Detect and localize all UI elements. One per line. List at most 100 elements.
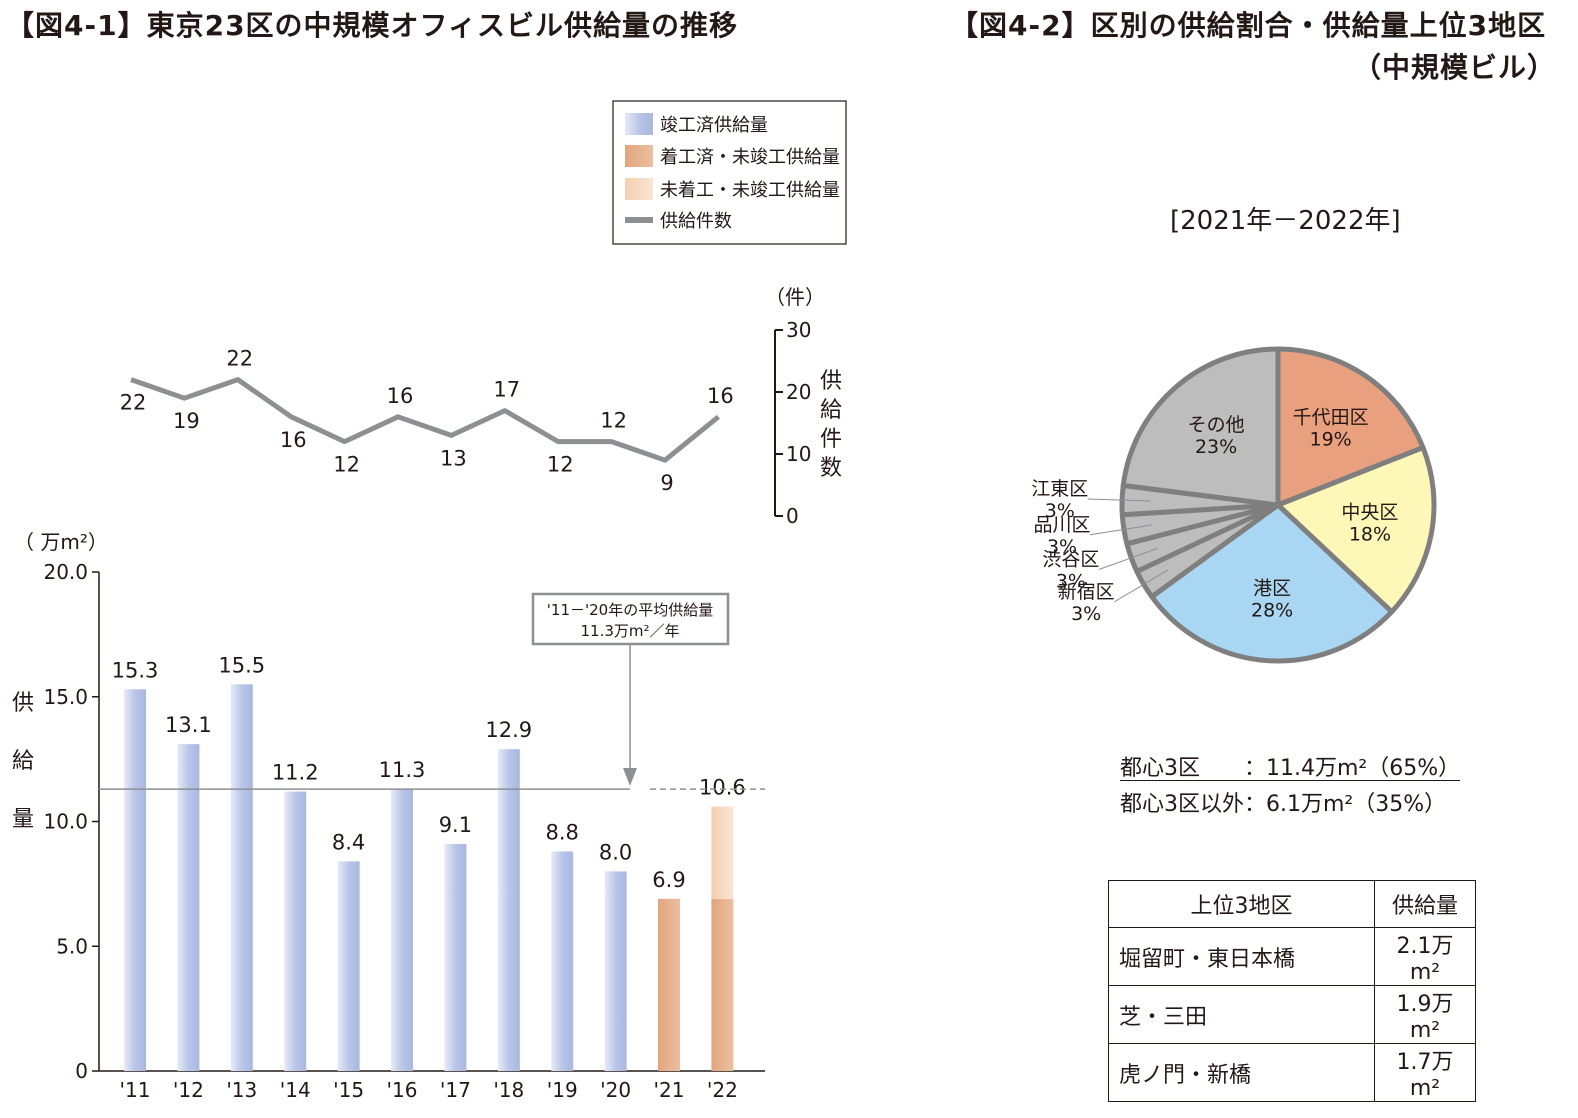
pie-slice-pct: 19% — [1309, 429, 1351, 451]
bar-value-label: 8.4 — [332, 830, 365, 854]
bar-completed — [337, 861, 360, 1071]
bar-axis-title-char: 量 — [12, 807, 34, 832]
bar-value-label: 12.9 — [485, 718, 532, 742]
x-tick-label: '18 — [493, 1078, 524, 1102]
pie-slice — [1134, 502, 1281, 600]
bar-under-construction — [711, 898, 734, 1071]
count-value-label: 16 — [707, 384, 734, 408]
bar-value-label: 6.9 — [652, 868, 685, 892]
pie-slice-pct: 28% — [1251, 599, 1293, 621]
pie-slice-label: 千代田区 — [1293, 407, 1369, 429]
x-tick-label: '14 — [280, 1078, 311, 1102]
x-tick-label: '15 — [333, 1078, 364, 1102]
count-value-label: 16 — [280, 428, 307, 452]
pie-slice-label: 新宿区 — [1058, 581, 1115, 603]
count-axis: （件） 0 10 20 30 供給件数 — [765, 285, 842, 528]
count-value-label: 13 — [440, 446, 467, 470]
top3-area: 芝・三田 — [1108, 985, 1375, 1044]
table-row: 堀留町・東日本橋 2.1万m² — [1108, 927, 1476, 986]
count-y-tick-label: 0 — [786, 504, 799, 528]
pie-slice-pct: 23% — [1195, 436, 1237, 458]
bar-not-started — [711, 806, 734, 899]
legend-under-construction-label: 着工済・未竣工供給量 — [660, 147, 840, 168]
bar-axis-title-char: 給 — [12, 749, 34, 774]
top3-area: 虎ノ門・新橋 — [1108, 1043, 1375, 1102]
supply-chart: 竣工済供給量 着工済・未竣工供給量 未着工・未竣工供給量 供給件数 （件） 01… — [12, 100, 847, 1102]
bar-y-tick-label: 0 — [75, 1059, 88, 1083]
count-value-label: 22 — [120, 391, 147, 415]
pie-slice-pct: 3% — [1047, 536, 1077, 558]
count-y-tick-label: 20 — [786, 380, 811, 404]
bar-completed — [124, 689, 146, 1071]
pie-slice — [1119, 502, 1281, 547]
bar-completed — [177, 744, 200, 1071]
pie-slice-pct: 18% — [1349, 524, 1391, 546]
bar-completed — [604, 871, 627, 1071]
x-tick-label: '21 — [654, 1078, 685, 1102]
pie-slice — [1120, 346, 1281, 508]
count-value-label: 12 — [600, 409, 627, 433]
pie-slice-pct: 3% — [1056, 570, 1086, 592]
pie-slice-label: その他 — [1188, 414, 1245, 436]
count-value-label: 16 — [387, 384, 414, 408]
bar-completed — [444, 843, 467, 1071]
legend-count-label: 供給件数 — [660, 211, 732, 232]
count-axis-unit: （件） — [765, 285, 825, 309]
top3-value: 1.7万m² — [1374, 1043, 1476, 1102]
bar-completed — [391, 789, 413, 1071]
bar-value-label: 15.3 — [112, 658, 159, 682]
top3-value: 2.1万m² — [1374, 927, 1476, 986]
bar-value-label: 15.5 — [218, 653, 265, 677]
legend-swatch-completed — [625, 113, 653, 135]
x-tick-label: '16 — [387, 1078, 418, 1102]
count-axis-title-char: 件 — [820, 427, 842, 452]
count-value-label: 12 — [333, 453, 360, 477]
bar-completed — [284, 791, 307, 1071]
count-line — [130, 377, 720, 463]
bar-y-tick-label: 15.0 — [43, 685, 88, 709]
x-tick-label: '17 — [440, 1078, 471, 1102]
pie-slice-pct: 3% — [1071, 603, 1101, 625]
x-tick-label: '12 — [173, 1078, 204, 1102]
x-tick-label: '19 — [547, 1078, 578, 1102]
figure2-title: 【図4-2】区別の供給割合・供給量上位3地区 — [950, 9, 1547, 42]
x-tick-label: '20 — [600, 1078, 631, 1102]
pie-leader-line — [1113, 569, 1169, 603]
pie-slice-label: 江東区 — [1031, 478, 1088, 500]
pie — [1119, 346, 1437, 664]
count-value-label: 22 — [226, 347, 253, 371]
bar-axis: （ 万m²） 0 5.0 10.0 15.0 20.0 供給量 — [12, 530, 765, 1083]
pie-leader-line — [1087, 498, 1151, 502]
bar-value-label: 11.2 — [272, 761, 319, 785]
pie-slice-label: 港区 — [1253, 577, 1291, 599]
count-axis-title: 供給件数 — [820, 369, 842, 481]
bar-value-label: 10.6 — [699, 776, 746, 800]
pie-slice — [1119, 482, 1281, 518]
figure1-title: 【図4-1】東京23区の中規模オフィスビル供給量の推移 — [6, 9, 738, 42]
x-tick-label: '22 — [707, 1078, 738, 1102]
top3-table: 上位3地区 供給量 堀留町・東日本橋 2.1万m² 芝・三田 1.9万m² 虎ノ… — [1108, 880, 1476, 1102]
pie-slice — [1275, 445, 1437, 615]
bar-y-tick-label: 20.0 — [43, 560, 88, 584]
top3-value: 1.9万m² — [1374, 985, 1476, 1044]
bar-axis-title-char: 供 — [12, 691, 34, 716]
figure2-subtitle: （中規模ビル） — [1352, 51, 1556, 84]
average-annotation: '11－'20年の平均供給量 11.3万m²／年 — [99, 592, 765, 790]
bar-value-label: 9.1 — [439, 813, 472, 837]
bar-completed — [497, 749, 520, 1071]
count-axis-title-char: 数 — [820, 456, 842, 481]
summary-central3: 都心3区 ：11.4万m²（65%） — [1120, 756, 1461, 781]
top3-area: 堀留町・東日本橋 — [1108, 927, 1375, 986]
pie-leader-line — [1098, 547, 1158, 570]
pie-leader-line — [1089, 524, 1152, 536]
count-value-label: 9 — [660, 471, 673, 495]
top3-header-area: 上位3地区 — [1108, 880, 1375, 928]
pie-labels: 千代田区19%中央区18%港区28%新宿区3%渋谷区3%品川区3%江東区3%その… — [1031, 407, 1398, 625]
average-callout-line1: '11－'20年の平均供給量 — [547, 601, 713, 619]
count-value-label: 19 — [173, 409, 200, 433]
count-value-label: 12 — [547, 453, 574, 477]
table-row: 虎ノ門・新橋 1.7万m² — [1108, 1043, 1476, 1102]
pie-period: [2021年－2022年] — [1170, 206, 1401, 236]
pie-slice — [1275, 346, 1426, 508]
legend-completed-label: 竣工済供給量 — [660, 115, 768, 136]
